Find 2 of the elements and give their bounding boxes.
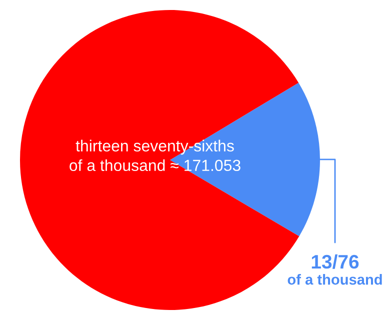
pie-slice [20,10,300,310]
slice-label: 13/76 of a thousand [288,254,382,285]
